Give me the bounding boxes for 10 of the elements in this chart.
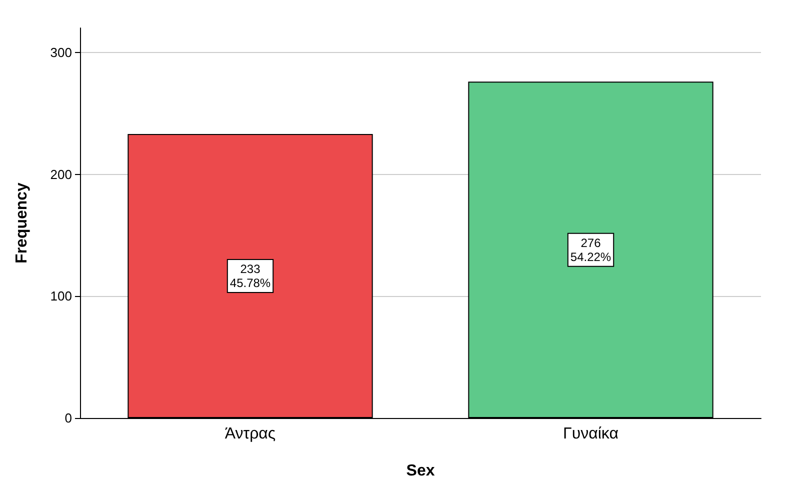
y-tick-label: 100 xyxy=(50,288,72,304)
y-axis-title: Frequency xyxy=(14,182,30,264)
data-label: 233 45.78% xyxy=(230,262,271,290)
y-tick-label: 200 xyxy=(50,166,72,182)
y-tick-label: 0 xyxy=(64,410,72,426)
x-tick-label: Άντρας xyxy=(224,426,276,442)
x-tick-label: Γυναίκα xyxy=(563,426,618,442)
y-tick-label: 300 xyxy=(50,44,72,60)
data-label: 276 54.22% xyxy=(570,236,612,264)
x-axis-title: Sex xyxy=(406,462,435,480)
